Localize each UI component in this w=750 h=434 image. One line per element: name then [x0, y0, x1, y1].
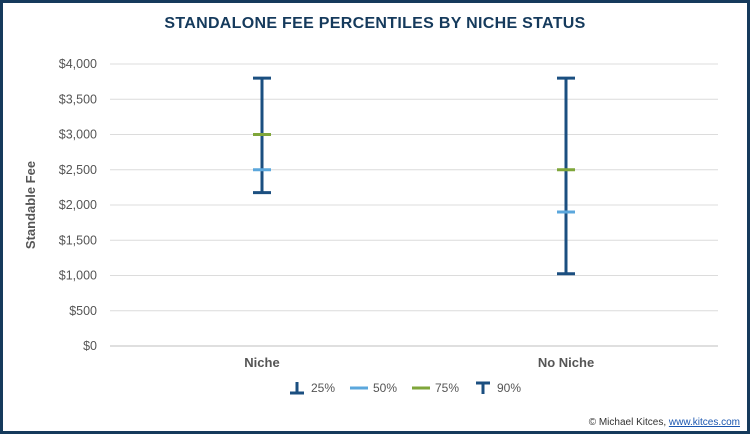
y-tick-label: $4,000: [59, 57, 97, 71]
x-category-label: Niche: [244, 355, 279, 370]
y-tick-label: $0: [83, 339, 97, 353]
y-tick-label: $2,000: [59, 198, 97, 212]
legend-item: 90%: [476, 381, 521, 395]
y-tick-label: $1,000: [59, 269, 97, 283]
x-category-label: No Niche: [538, 355, 594, 370]
legend-item: 25%: [290, 381, 335, 395]
y-tick-label: $2,500: [59, 163, 97, 177]
legend: 25% 50% 75% 90%: [290, 381, 521, 395]
error-bar-group: [557, 76, 575, 276]
y-tick-label: $3,000: [59, 128, 97, 142]
y-tick-label: $500: [69, 304, 97, 318]
legend-label: 90%: [497, 381, 521, 395]
x-axis-categories: Niche No Niche: [244, 355, 594, 370]
legend-item: 50%: [350, 381, 397, 395]
error-bar-group: [253, 76, 271, 195]
legend-label: 50%: [373, 381, 397, 395]
legend-label: 25%: [311, 381, 335, 395]
credit-link[interactable]: www.kitces.com: [668, 417, 740, 428]
y-tick-label: $3,500: [59, 92, 97, 106]
y-axis-ticks: $0 $500 $1,000 $1,500 $2,000 $2,500 $3,000 $3,5…: [59, 57, 97, 353]
error-bars: [253, 76, 575, 276]
y-axis-label: Standable Fee: [23, 161, 38, 249]
credit-line: © Michael Kitces, www.kitces.com: [589, 417, 740, 428]
y-tick-label: $1,500: [59, 233, 97, 247]
chart-title: STANDALONE FEE PERCENTILES BY NICHE STAT…: [164, 15, 585, 32]
grid-lines: [110, 63, 718, 347]
legend-item: 75%: [412, 381, 459, 395]
credit-prefix: © Michael Kitces,: [588, 417, 669, 428]
legend-label: 75%: [435, 381, 459, 395]
